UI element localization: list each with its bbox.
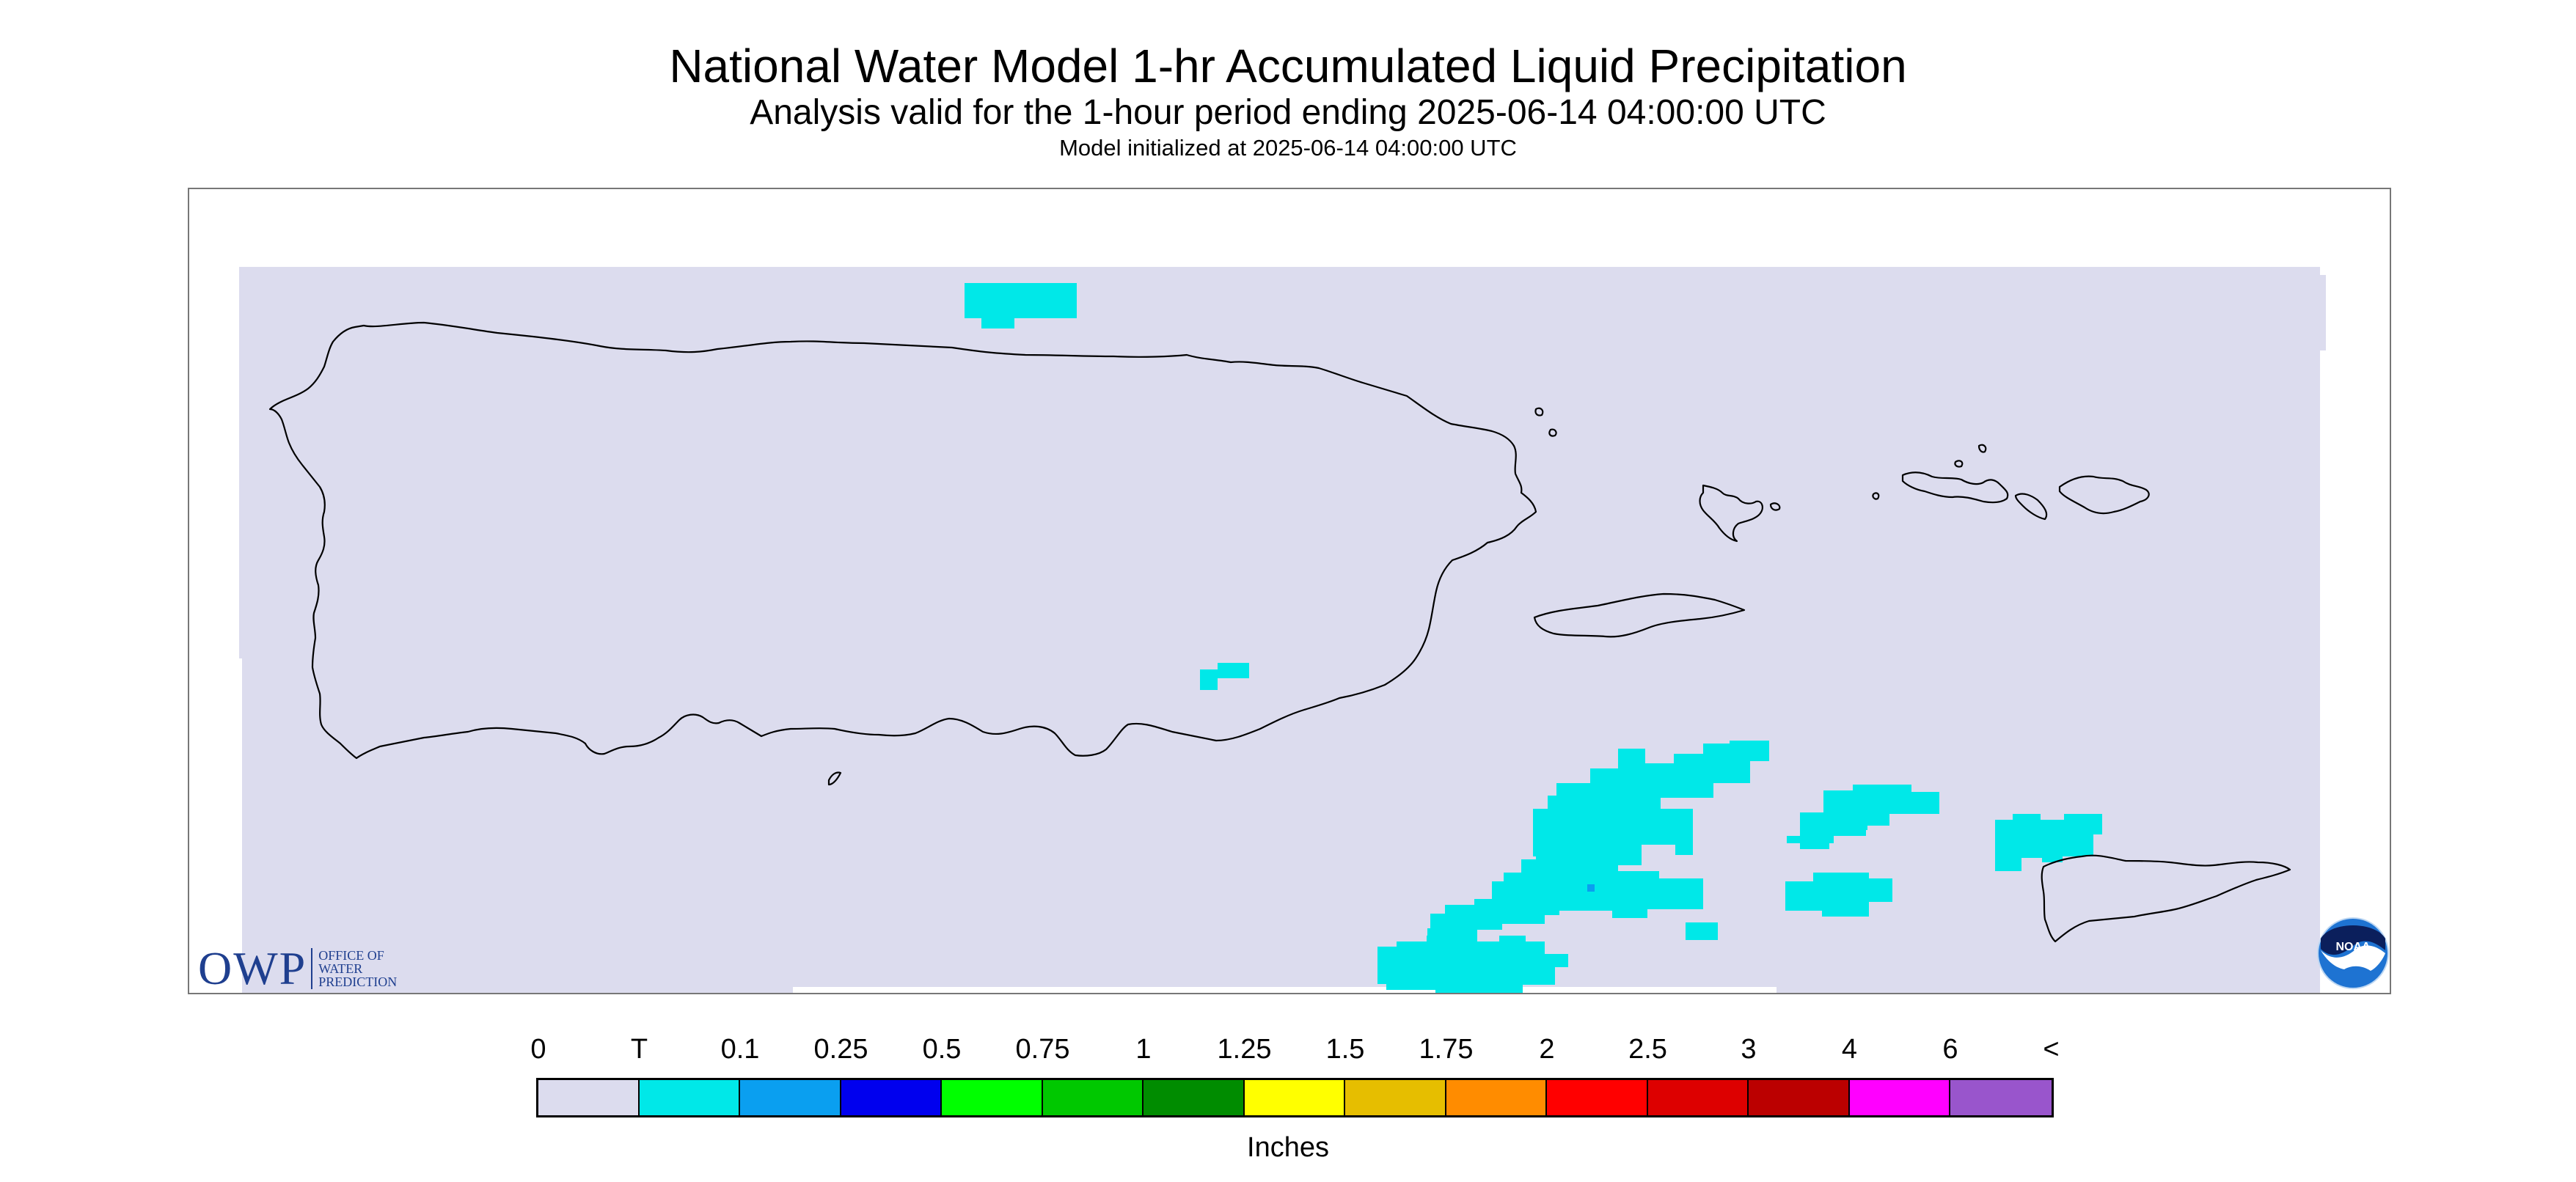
precip-light-areas [1587,884,1595,892]
legend-labels: 0 T 0.1 0.25 0.5 0.75 1 1.25 1.5 1.75 2 2.5 3 4 6 < [0,1031,2576,1068]
legend-swatch [1749,1080,1850,1115]
owp-logo: OWP OFFICE OF WATER PREDICTION [198,943,397,994]
stjohn-outline [2058,475,2150,515]
precip-area [1995,814,2102,871]
stthomas-outline [1901,471,2009,504]
bvi-islet [1954,460,1964,468]
legend-label: 3 [1741,1034,1757,1065]
legend-units: Inches [1247,1132,1329,1163]
bvi-islet [1872,492,1880,500]
precip-area [1587,884,1595,892]
legend-label: 0.5 [922,1034,962,1065]
precip-area [1427,849,1703,941]
precip-area [1377,936,1568,993]
bvi-islet [2014,493,2048,521]
legend-swatch [1950,1080,2052,1115]
precip-area [1785,873,1892,917]
owp-line: PREDICTION [318,974,398,989]
legend-label: 2 [1539,1034,1555,1065]
precip-area [1686,922,1718,940]
model-init-line: Model initialized at 2025-06-14 04:00:00… [1059,135,1517,161]
legend-swatch [639,1080,740,1115]
legend-label: 0.1 [720,1034,760,1065]
legend-swatch [1345,1080,1446,1115]
legend-label: T [630,1034,648,1065]
legend-label: 6 [1942,1034,1958,1065]
legend-label: 2.5 [1628,1034,1667,1065]
legend-swatch [1446,1080,1547,1115]
coastlines [268,321,2291,943]
legend-label: 0.25 [813,1034,868,1065]
legend-swatch [1144,1080,1245,1115]
pr-offshore-islet [1548,428,1557,437]
precip-area [1787,814,1867,843]
legend-label: 1.25 [1217,1034,1272,1065]
legend-swatch [841,1080,942,1115]
legend-label: 1 [1135,1034,1152,1065]
legend-label: 1.75 [1419,1034,1474,1065]
puerto-rico-outline [268,321,1537,760]
legend-label: 0 [530,1034,546,1065]
legend-swatch [740,1080,841,1115]
precip-area [1200,663,1249,690]
stcroix-outline [2041,854,2291,943]
bvi-islet [1977,444,1987,453]
precip-area [965,283,1077,328]
owp-line: OFFICE OF [318,948,384,963]
noaa-logo: NOAA [2317,917,2389,989]
legend-swatch [1244,1080,1345,1115]
legend-swatch [942,1080,1043,1115]
chart-title: National Water Model 1-hr Accumulated Li… [669,40,1907,92]
model-domain [239,267,2326,993]
legend-swatch [1547,1080,1648,1115]
legend-swatch [1042,1080,1144,1115]
legend-swatch [1647,1080,1749,1115]
owp-line: WATER [318,961,363,976]
precip-area [1533,741,1769,870]
legend-label: 4 [1841,1034,1858,1065]
legend-swatch [538,1080,640,1115]
legend-colorbar [536,1078,2054,1117]
vieques-outline [1533,592,1746,638]
owp-divider [311,948,313,989]
culebra-islet [1769,502,1781,511]
map-panel [188,188,2391,994]
desecheo-outline [827,771,842,786]
noaa-text: NOAA [2335,941,2371,953]
culebra-outline [1699,484,1763,543]
precip-trace-areas [965,283,2102,993]
chart-subtitle: Analysis valid for the 1-hour period end… [750,93,1826,132]
owp-name: OFFICE OF WATER PREDICTION [318,949,397,988]
map-canvas [239,267,2326,993]
legend-label: 1.5 [1325,1034,1365,1065]
legend-label: < [2043,1034,2060,1065]
owp-initials: OWP [198,942,307,994]
legend-label: 0.75 [1015,1034,1070,1065]
legend-swatch [1849,1080,1950,1115]
pr-offshore-islet [1534,407,1544,416]
